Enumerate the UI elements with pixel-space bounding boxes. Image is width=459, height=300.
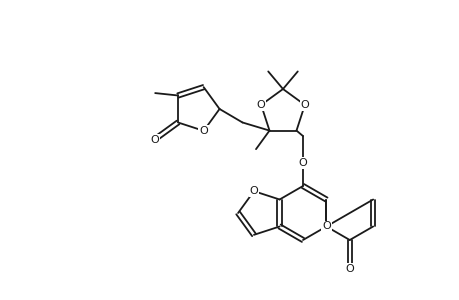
- Text: O: O: [249, 186, 258, 196]
- Text: O: O: [300, 100, 308, 110]
- Text: O: O: [321, 221, 330, 232]
- Text: O: O: [150, 135, 158, 145]
- Text: O: O: [298, 158, 307, 168]
- Text: O: O: [256, 100, 265, 110]
- Text: O: O: [199, 126, 207, 136]
- Text: O: O: [345, 264, 353, 274]
